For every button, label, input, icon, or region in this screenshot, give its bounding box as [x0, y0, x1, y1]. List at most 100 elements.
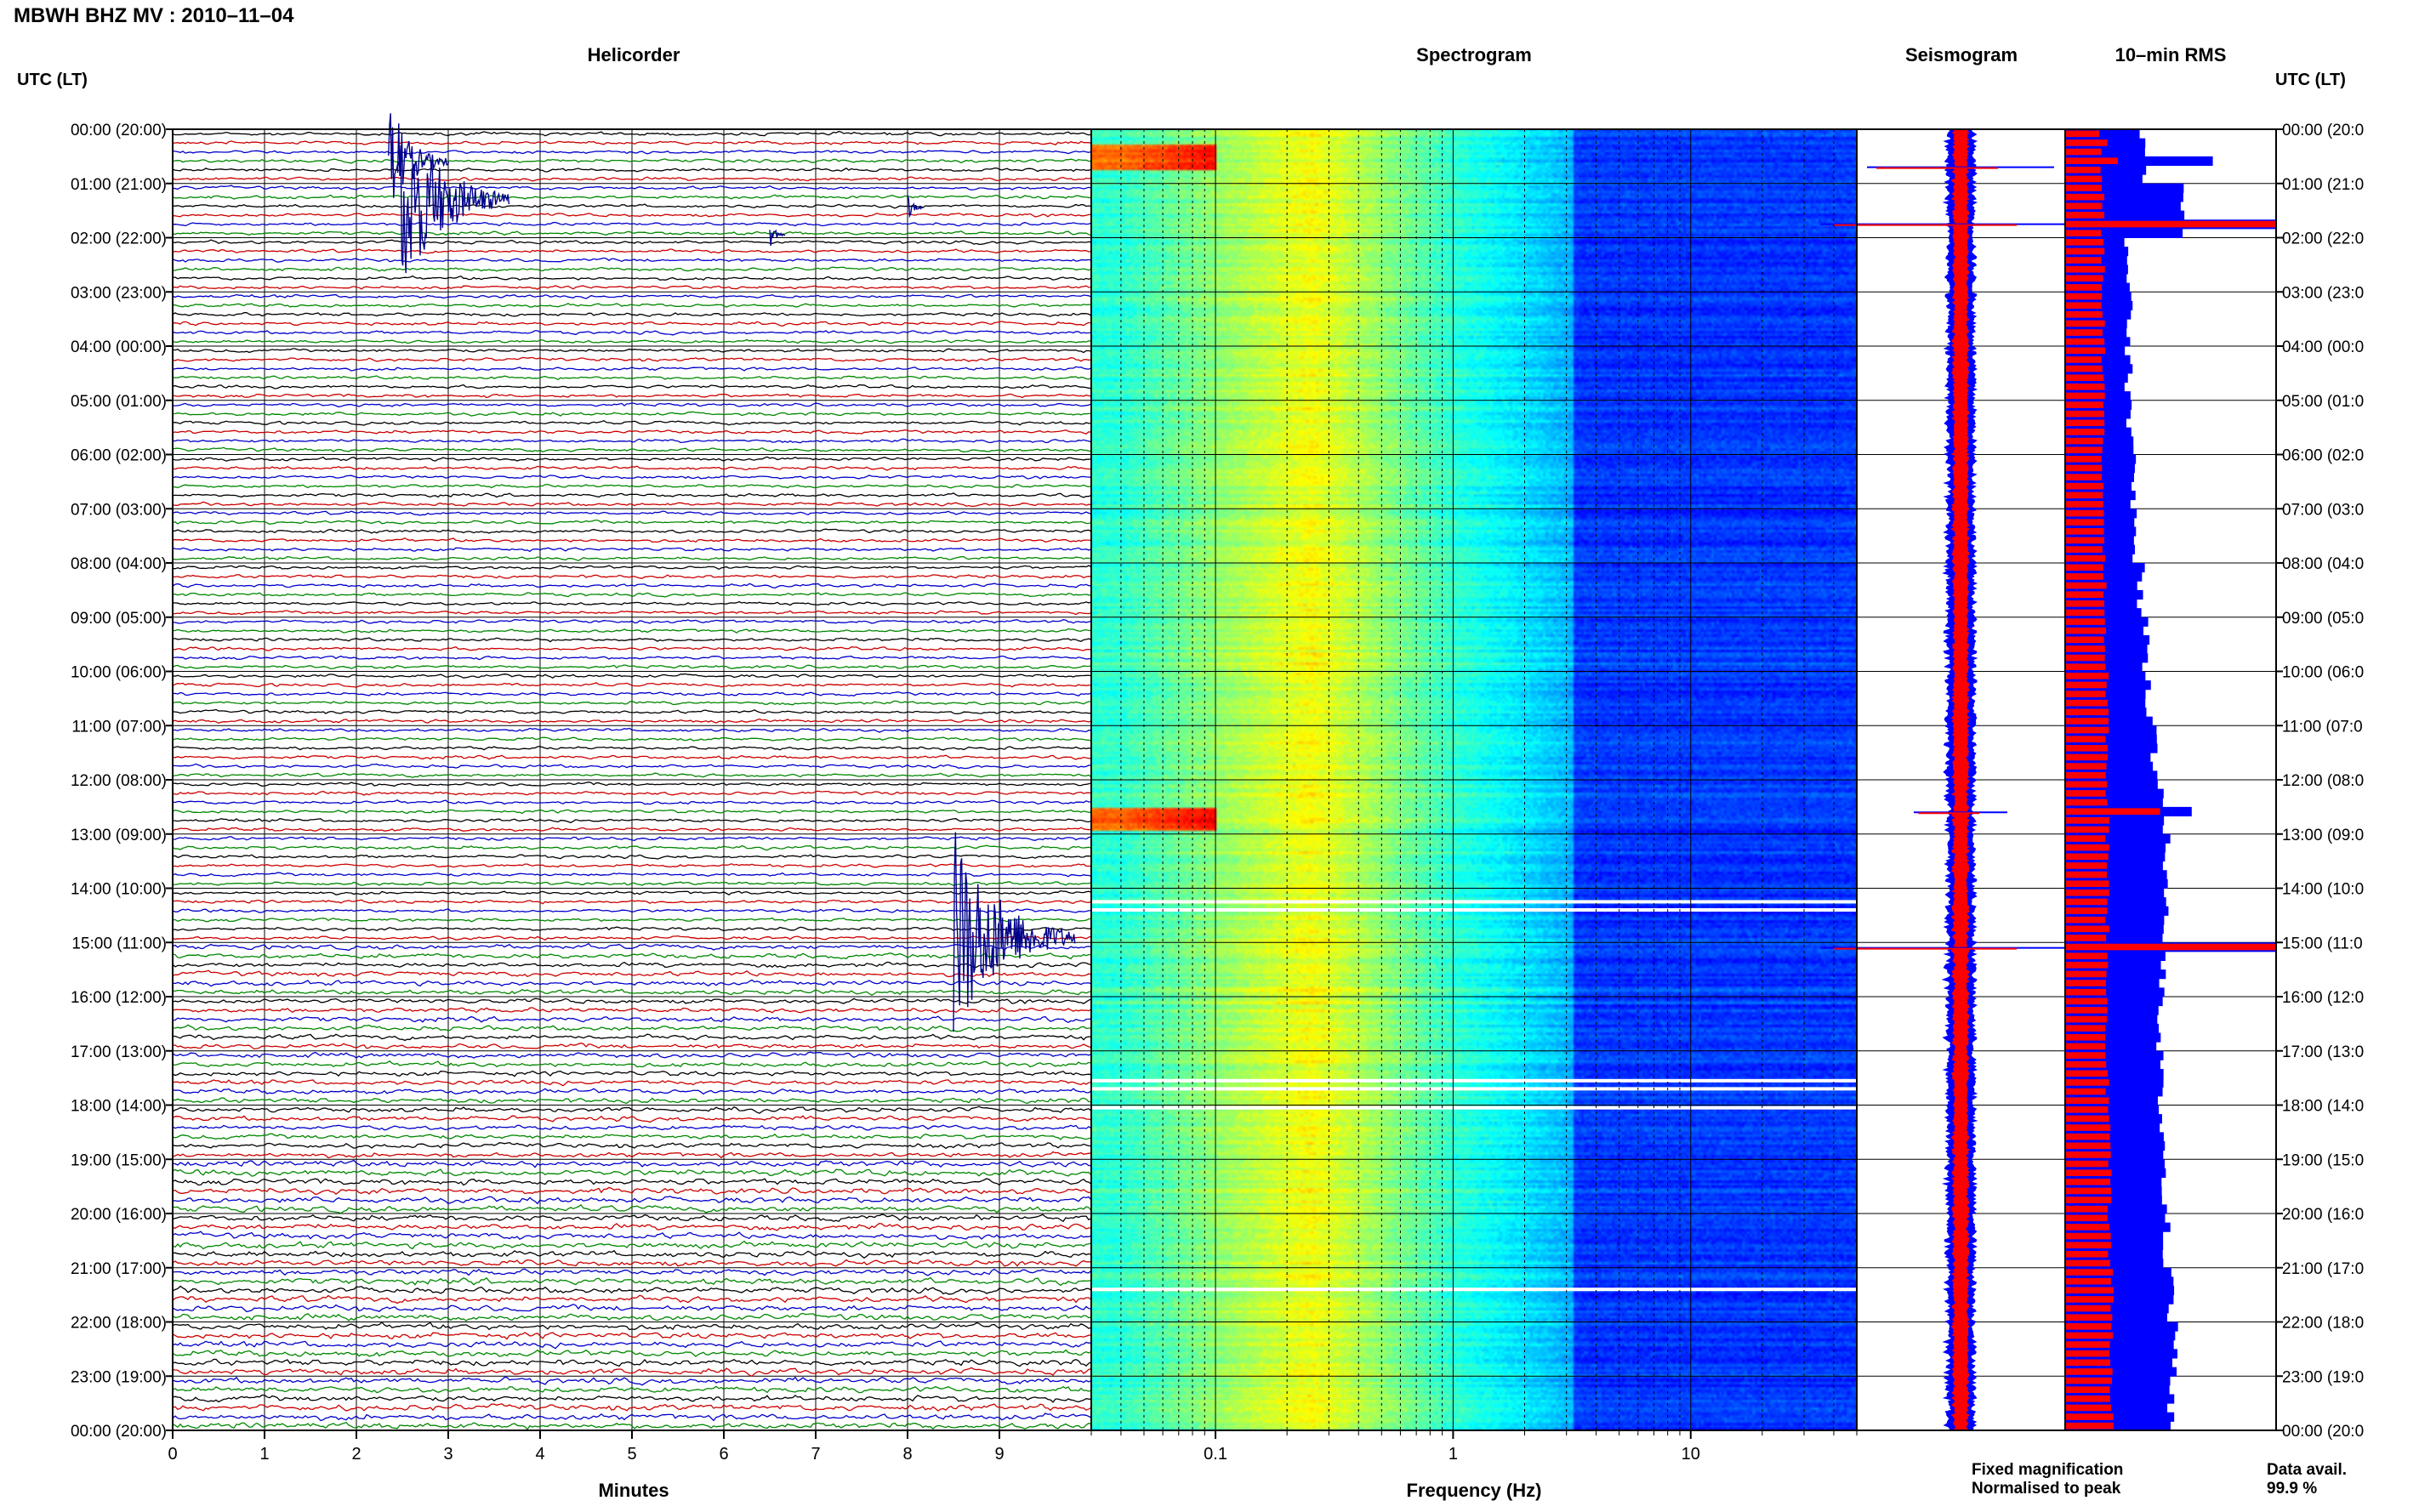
rms-bar-normalised [2065, 998, 2108, 1005]
time-tick-label-left: 10:00 (06:00) [71, 664, 167, 682]
rms-bar-normalised [2065, 446, 2103, 453]
rms-bar-fixed [2065, 788, 2164, 799]
rms-bar-normalised [2065, 384, 2105, 390]
seismogram-panel [1820, 128, 2101, 1431]
left-time-tick-labels: 00:00 (20:00) 01:00 (21:00) 02:00 (22:00) 0… [71, 122, 173, 1441]
rms-bar-fixed [2065, 1376, 2171, 1386]
rms-bar-normalised [2065, 519, 2104, 526]
helicorder-trace-row [172, 1186, 1092, 1196]
rms-bar-normalised [2065, 763, 2107, 770]
rms-bar-fixed [2065, 770, 2158, 781]
helicorder-trace-row [172, 140, 1092, 145]
helicorder-trace-row [172, 1097, 1092, 1105]
helicorder-trace-row [172, 1007, 1092, 1014]
helicorder-trace-row [172, 1079, 1092, 1087]
helicorder-trace-row [172, 637, 1092, 643]
spectrogram-x-tick-label: 1 [1449, 1445, 1458, 1464]
helicorder-title: Helicorder [588, 44, 680, 65]
helicorder-trace-row [172, 510, 1092, 516]
time-tick-label-right: 23:00 (19:0 [2282, 1368, 2364, 1386]
helicorder-trace-row [172, 998, 1092, 1004]
spectrogram-data-gaps [1091, 900, 2065, 1292]
helicorder-trace-row [172, 158, 1092, 164]
rms-bar-fixed [2065, 933, 2163, 943]
rms-bar-normalised [2065, 212, 2105, 219]
seismogram-peaks [1820, 166, 2101, 950]
rms-bar-normalised [2065, 320, 2105, 327]
rms-bar-normalised [2065, 817, 2110, 824]
rms-bar-fixed [2065, 174, 2143, 185]
helicorder-trace-row [172, 691, 1092, 697]
rms-bar-normalised [2065, 193, 2104, 201]
rms-bar-normalised [2065, 1052, 2106, 1059]
helicorder-trace-row [172, 926, 1092, 932]
rms-bar-normalised [2065, 600, 2104, 607]
time-tick-label-right: 19:00 (15:0 [2282, 1151, 2364, 1169]
time-tick-label-left: 00:00 (20:00) [71, 1423, 167, 1441]
helicorder-event [396, 123, 510, 274]
helicorder-trace-row [172, 519, 1092, 525]
rms-bar-normalised [2065, 636, 2104, 644]
rms-bar-normalised [2065, 275, 2103, 282]
helicorder-event [769, 229, 786, 246]
data-availability-label: Data avail. [2267, 1461, 2347, 1479]
helicorder-trace-row [172, 384, 1092, 389]
rms-bar-fixed [2065, 878, 2168, 889]
rms-bar-normalised [2065, 591, 2104, 598]
rms-bar-fixed [2065, 1331, 2176, 1341]
helicorder-trace-row [172, 1340, 1092, 1350]
legend-normalised-to-peak: Normalised to peak [1972, 1480, 2121, 1498]
rms-bars [2065, 129, 2276, 1431]
helicorder-trace-row [172, 1124, 1092, 1131]
rms-bar-normalised [2065, 880, 2109, 887]
rms-bar-normalised [2065, 826, 2109, 833]
rms-bar-normalised [2065, 148, 2102, 156]
rms-bar-normalised [2065, 952, 2108, 959]
helicorder-trace-row [172, 961, 1092, 969]
legend-fixed-magnification: Fixed magnification [1972, 1461, 2123, 1479]
rms-bar-normalised [2065, 509, 2104, 517]
rms-bar-fixed [2065, 183, 2184, 193]
helicorder-trace-row [172, 1294, 1092, 1305]
rms-bar-normalised [2065, 1115, 2109, 1123]
helicorder-trace-row [172, 366, 1092, 372]
helicorder-x-tick-label: 2 [351, 1445, 361, 1464]
rms-bar-fixed [2065, 1286, 2175, 1296]
rms-bar-normalised [2065, 365, 2103, 372]
rms-bar-normalised [2065, 347, 2106, 355]
helicorder-trace-row [172, 1394, 1092, 1403]
rms-bar-normalised [2065, 708, 2109, 716]
rms-bar-fixed [2065, 1267, 2171, 1277]
rms-bar-normalised [2065, 673, 2109, 679]
rms-bar-normalised [2065, 311, 2103, 318]
rms-bar-normalised [2065, 1214, 2108, 1222]
helicorder-trace-row [172, 700, 1092, 706]
time-tick-label-right: 10:00 (06:0 [2282, 664, 2364, 682]
rms-bar-fixed [2065, 563, 2145, 573]
rms-bar-normalised [2065, 645, 2105, 652]
rms-bar-fixed [2065, 1259, 2164, 1269]
helicorder-x-tick-label: 1 [259, 1445, 269, 1464]
helicorder-trace-row [172, 799, 1091, 805]
helicorder-trace-row [172, 311, 1092, 317]
time-tick-label-left: 00:00 (20:00) [71, 122, 167, 139]
rms-bar-normalised [2065, 1133, 2110, 1140]
time-tick-label-left: 16:00 (12:00) [71, 989, 167, 1007]
rms-bar-normalised [2065, 970, 2107, 978]
rms-bar-fixed [2065, 1023, 2159, 1033]
rms-bar-normalised [2065, 907, 2108, 914]
rms-bar-normalised [2065, 130, 2100, 138]
rms-bar-normalised [2065, 627, 2107, 634]
helicorder-trace-row [172, 1249, 1092, 1259]
rms-bar-fixed [2065, 1132, 2164, 1142]
helicorder-trace-row [172, 221, 1092, 227]
rms-bar-fixed [2065, 129, 2140, 139]
rms-bar-fixed [2065, 716, 2153, 726]
right-time-tick-labels: 00:00 (20:0 01:00 (21:0 02:00 (22:0 03:00 (… [2276, 122, 2364, 1441]
rms-bar-fixed [2065, 1276, 2174, 1287]
helicorder-x-tick-label: 5 [627, 1445, 636, 1464]
rms-bar-normalised [2065, 492, 2103, 499]
rms-bar-normalised [2065, 1015, 2108, 1023]
time-tick-label-left: 15:00 (11:00) [71, 935, 167, 952]
spectrogram-gap [1091, 1087, 2065, 1091]
